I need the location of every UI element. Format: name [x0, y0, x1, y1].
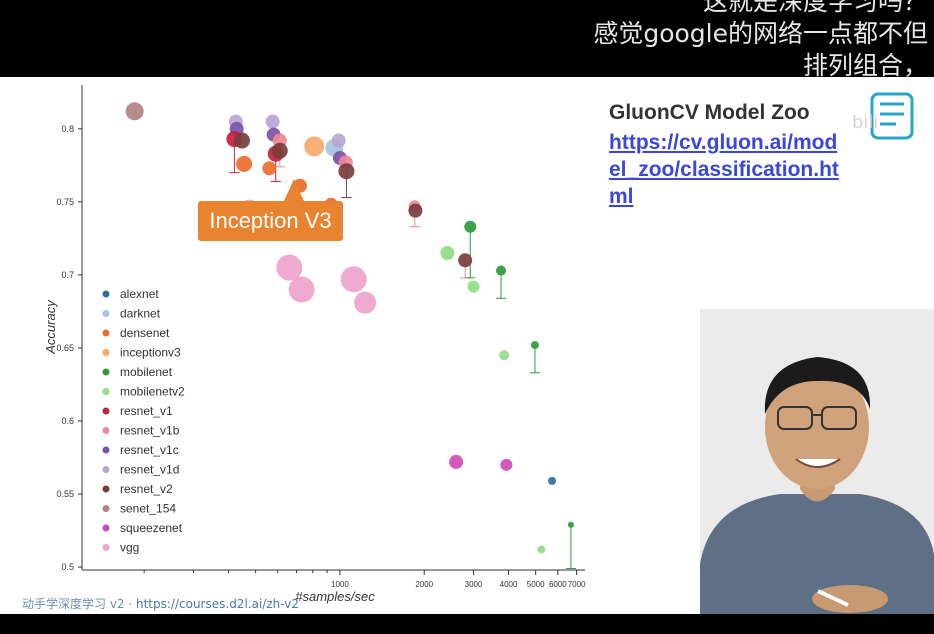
legend-label-alexnet: alexnet: [120, 287, 159, 301]
subtitle-line-1: 这就是深度学习吗？: [702, 0, 928, 16]
data-point-mobilenetv2: [537, 545, 546, 554]
legend-marker-densenet: [102, 329, 110, 337]
data-point-vgg: [276, 254, 303, 281]
presenter-webcam: [700, 309, 934, 614]
legend-label-squeezenet: squeezenet: [120, 521, 183, 535]
data-point-resnet_v2: [271, 142, 288, 159]
x-tick-label: 5000: [527, 580, 545, 589]
course-footer: 动手学深度学习 v2 · https://courses.d2l.ai/zh-v…: [22, 595, 299, 612]
x-tick-label: 1000: [331, 580, 349, 589]
legend-marker-mobilenet: [102, 368, 110, 376]
data-point-senet_154: [125, 102, 144, 121]
svg-text:bili: bili: [852, 112, 878, 133]
bilibili-logo-icon: bili: [852, 92, 914, 140]
legend-label-densenet: densenet: [120, 326, 170, 340]
video-subtitle: 这就是深度学习吗？ 感觉google的网络一点都不但 排列组合，: [593, 0, 928, 82]
data-point-resnet_v2: [458, 253, 473, 268]
legend-label-resnet_v1d: resnet_v1d: [120, 463, 179, 477]
x-tick-label: 3000: [465, 580, 483, 589]
data-point-alexnet: [548, 476, 557, 485]
data-point-mobilenetv2: [440, 245, 455, 260]
data-point-mobilenetv2: [499, 350, 510, 361]
legend-marker-resnet_v1b: [102, 427, 110, 434]
data-point-squeezenet: [449, 454, 464, 469]
y-axis-label: Accuracy: [43, 299, 58, 355]
x-tick-label: 7000: [568, 580, 586, 589]
data-point-resnet_v2: [408, 203, 423, 218]
y-tick-label: 0.75: [56, 197, 74, 207]
data-point-inceptionv3: [304, 136, 325, 157]
model-zoo-link[interactable]: https://cv.gluon.ai/model_zoo/classifica…: [609, 131, 839, 208]
legend-marker-resnet_v1: [102, 407, 110, 415]
data-point-vgg: [354, 291, 377, 314]
data-point-mobilenetv2: [467, 280, 480, 293]
x-tick-label: 2000: [415, 580, 433, 589]
subtitle-line-3: 排列组合，: [802, 51, 928, 80]
legend-label-vgg: vgg: [120, 541, 139, 555]
legend-marker-alexnet: [102, 290, 110, 298]
x-axis-label: #samples/sec: [295, 589, 375, 604]
data-point-mobilenet: [464, 220, 477, 233]
y-tick-label: 0.55: [56, 489, 74, 499]
legend-label-mobilenet: mobilenet: [120, 365, 173, 379]
slide: 0.5 0.55 0.6 0.65 0.7 0.75 0.8 1000 2000 3000 4000…: [0, 77, 934, 614]
legend-marker-resnet_v2: [102, 485, 110, 493]
y-tick-label: 0.5: [61, 562, 74, 572]
data-point-vgg: [288, 276, 315, 303]
y-tick-label: 0.7: [61, 270, 74, 280]
legend-marker-resnet_v1d: [102, 466, 110, 473]
legend-marker-darknet: [102, 310, 110, 317]
legend-label-senet_154: senet_154: [120, 502, 176, 516]
legend-marker-resnet_v1c: [102, 446, 110, 454]
data-point-vgg: [340, 266, 367, 293]
legend-label-mobilenetv2: mobilenetv2: [120, 385, 185, 399]
data-point-densenet: [236, 155, 253, 172]
data-point-resnet_v2: [338, 163, 355, 180]
accuracy-vs-speed-chart: 0.5 0.55 0.6 0.65 0.7 0.75 0.8 1000 2000 3000 4000…: [43, 85, 586, 604]
course-link[interactable]: https://courses.d2l.ai/zh-v2: [136, 597, 299, 611]
y-tick-label: 0.8: [61, 124, 74, 134]
presenter-figure: [700, 309, 934, 614]
legend-marker-vgg: [102, 544, 110, 551]
data-point-mobilenet: [530, 341, 539, 350]
legend-label-inceptionv3: inceptionv3: [120, 346, 181, 360]
data-point-mobilenet: [567, 521, 574, 528]
data-point-densenet: [262, 161, 277, 176]
legend-label-resnet_v1b: resnet_v1b: [120, 424, 180, 438]
slide-title: GluonCV Model Zoo: [609, 101, 810, 124]
legend-label-darknet: darknet: [120, 307, 161, 321]
legend-box: [92, 275, 202, 565]
subtitle-line-2: 感觉google的网络一点都不但: [593, 19, 928, 48]
legend-marker-senet_154: [102, 505, 110, 512]
data-point-squeezenet: [500, 458, 513, 471]
data-point-mobilenet: [496, 265, 507, 276]
data-point-resnet_v1d: [265, 114, 280, 129]
y-tick-label: 0.65: [56, 343, 74, 353]
legend-label-resnet_v1: resnet_v1: [120, 404, 173, 418]
y-tick-label: 0.6: [61, 416, 74, 426]
x-tick-label: 4000: [500, 580, 518, 589]
legend-marker-mobilenetv2: [102, 388, 110, 395]
legend-marker-squeezenet: [102, 524, 110, 532]
legend-label-resnet_v1c: resnet_v1c: [120, 443, 179, 457]
inception-callout: Inception V3: [198, 179, 343, 241]
bottom-bar: [0, 614, 934, 634]
legend-marker-inceptionv3: [102, 349, 110, 356]
legend-label-resnet_v2: resnet_v2: [120, 482, 173, 496]
data-point-resnet_v2: [233, 132, 250, 149]
footer-text: 动手学深度学习 v2 ·: [22, 597, 136, 611]
x-tick-label: 6000: [549, 580, 567, 589]
data-point-resnet_v1d: [331, 133, 346, 148]
